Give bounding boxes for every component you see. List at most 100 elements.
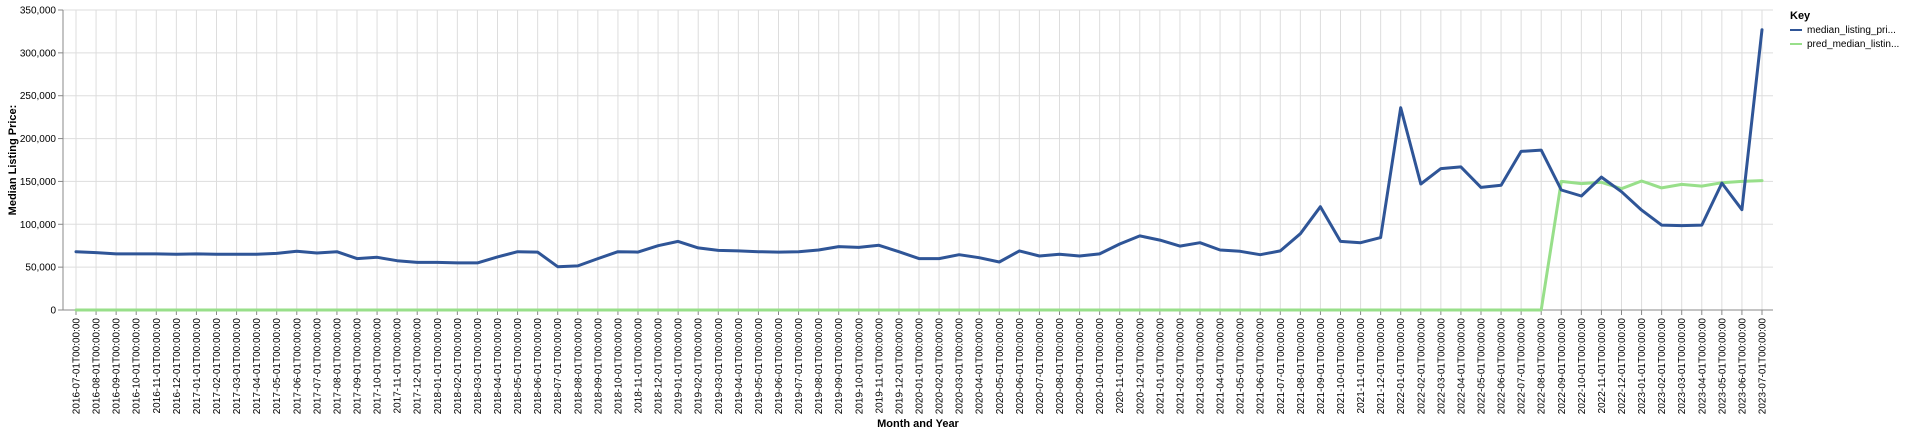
x-tick-label: 2017-08-01T00:00:00 bbox=[332, 318, 343, 415]
x-tick-label: 2021-11-01T00:00:00 bbox=[1356, 318, 1367, 414]
x-tick-label: 2020-07-01T00:00:00 bbox=[1035, 318, 1046, 415]
x-tick-label: 2022-03-01T00:00:00 bbox=[1436, 318, 1447, 415]
x-tick-label: 2017-06-01T00:00:00 bbox=[292, 318, 303, 415]
x-tick-label: 2019-03-01T00:00:00 bbox=[714, 318, 725, 415]
x-tick-label: 2018-09-01T00:00:00 bbox=[593, 318, 604, 415]
x-tick-label: 2021-07-01T00:00:00 bbox=[1276, 318, 1287, 415]
legend-title: Key bbox=[1790, 10, 1811, 22]
x-tick-label: 2023-03-01T00:00:00 bbox=[1677, 318, 1688, 415]
x-tick-label: 2021-12-01T00:00:00 bbox=[1376, 318, 1387, 415]
x-tick-label: 2016-11-01T00:00:00 bbox=[152, 318, 163, 414]
y-tick-label: 200,000 bbox=[20, 134, 57, 145]
x-tick-label: 2021-10-01T00:00:00 bbox=[1336, 318, 1347, 415]
x-tick-label: 2022-12-01T00:00:00 bbox=[1617, 318, 1628, 415]
legend-items: median_listing_pri... pred_median_listin.… bbox=[1790, 25, 1899, 50]
x-tick-label: 2017-10-01T00:00:00 bbox=[373, 318, 384, 415]
x-tick-label: 2021-05-01T00:00:00 bbox=[1236, 318, 1247, 415]
x-tick-label: 2020-05-01T00:00:00 bbox=[995, 318, 1006, 415]
x-tick-label: 2016-09-01T00:00:00 bbox=[112, 318, 123, 415]
x-tick-label: 2017-11-01T00:00:00 bbox=[393, 318, 404, 414]
legend-item: median_listing_pri... bbox=[1790, 25, 1896, 36]
x-tick-labels: 2016-07-01T00:00:00 2016-08-01T00:00:00 20… bbox=[72, 318, 1769, 415]
x-tick-label: 2017-09-01T00:00:00 bbox=[353, 318, 364, 415]
x-tick-label: 2018-08-01T00:00:00 bbox=[573, 318, 584, 415]
x-tick-label: 2017-12-01T00:00:00 bbox=[413, 318, 424, 415]
y-tick-label: 250,000 bbox=[20, 91, 57, 102]
x-tick-label: 2020-09-01T00:00:00 bbox=[1075, 318, 1086, 415]
x-tick-label: 2020-10-01T00:00:00 bbox=[1095, 318, 1106, 415]
x-tick-label: 2020-02-01T00:00:00 bbox=[935, 318, 946, 415]
legend: Key median_listing_pri... pred_median_lis… bbox=[1790, 10, 1899, 50]
x-tick-label: 2019-01-01T00:00:00 bbox=[674, 318, 685, 415]
series-line-1 bbox=[74, 28, 1764, 269]
x-tick-label: 2017-03-01T00:00:00 bbox=[232, 318, 243, 415]
y-tick-label: 150,000 bbox=[20, 177, 57, 188]
x-tick-label: 2022-02-01T00:00:00 bbox=[1416, 318, 1427, 415]
x-tick-label: 2022-10-01T00:00:00 bbox=[1577, 318, 1588, 415]
x-tick-label: 2021-03-01T00:00:00 bbox=[1196, 318, 1207, 415]
x-tick-label: 2020-11-01T00:00:00 bbox=[1115, 318, 1126, 414]
x-tick-label: 2022-04-01T00:00:00 bbox=[1456, 318, 1467, 415]
x-tick-label: 2019-12-01T00:00:00 bbox=[894, 318, 905, 415]
x-tick-label: 2017-02-01T00:00:00 bbox=[212, 318, 223, 415]
y-tick-label: 50,000 bbox=[25, 263, 56, 274]
x-tick-label: 2019-07-01T00:00:00 bbox=[794, 318, 805, 415]
legend-label: pred_median_listin... bbox=[1807, 39, 1899, 50]
x-tick-label: 2020-01-01T00:00:00 bbox=[915, 318, 926, 415]
x-tick-label: 2019-04-01T00:00:00 bbox=[734, 318, 745, 415]
x-tick-label: 2018-07-01T00:00:00 bbox=[553, 318, 564, 415]
x-tick-label: 2018-06-01T00:00:00 bbox=[533, 318, 544, 415]
x-tick-label: 2018-02-01T00:00:00 bbox=[453, 318, 464, 415]
y-tick-label: 0 bbox=[50, 306, 56, 317]
y-tick-label: 300,000 bbox=[20, 48, 57, 59]
x-tick-label: 2022-05-01T00:00:00 bbox=[1477, 318, 1488, 415]
x-tick-label: 2017-05-01T00:00:00 bbox=[272, 318, 283, 415]
x-tick-label: 2020-04-01T00:00:00 bbox=[975, 318, 986, 415]
x-tick-label: 2019-10-01T00:00:00 bbox=[854, 318, 865, 415]
x-tick-label: 2018-04-01T00:00:00 bbox=[493, 318, 504, 415]
x-tick-label: 2018-11-01T00:00:00 bbox=[634, 318, 645, 414]
series-lines bbox=[74, 28, 1764, 312]
y-tick-label: 350,000 bbox=[20, 6, 57, 17]
x-tick-label: 2023-02-01T00:00:00 bbox=[1657, 318, 1668, 415]
x-tick-label: 2017-07-01T00:00:00 bbox=[312, 318, 323, 415]
x-tick-label: 2023-07-01T00:00:00 bbox=[1758, 318, 1769, 415]
x-tick-label: 2016-08-01T00:00:00 bbox=[92, 318, 103, 415]
x-tick-label: 2022-09-01T00:00:00 bbox=[1557, 318, 1568, 415]
x-tick-label: 2020-08-01T00:00:00 bbox=[1055, 318, 1066, 415]
x-tick-label: 2021-02-01T00:00:00 bbox=[1175, 318, 1186, 415]
x-tick-label: 2018-10-01T00:00:00 bbox=[613, 318, 624, 415]
x-tick-label: 2020-06-01T00:00:00 bbox=[1015, 318, 1026, 415]
x-tick-label: 2021-01-01T00:00:00 bbox=[1155, 318, 1166, 415]
x-tick-label: 2023-05-01T00:00:00 bbox=[1717, 318, 1728, 415]
x-tick-label: 2023-06-01T00:00:00 bbox=[1737, 318, 1748, 415]
x-tick-label: 2019-09-01T00:00:00 bbox=[834, 318, 845, 415]
x-tick-label: 2021-09-01T00:00:00 bbox=[1316, 318, 1327, 415]
x-tick-label: 2018-12-01T00:00:00 bbox=[654, 318, 665, 415]
x-tick-label: 2023-04-01T00:00:00 bbox=[1697, 318, 1708, 415]
y-tick-labels: 0 50,000 100,000 150,000 200,000 250,000 300,0… bbox=[20, 6, 57, 317]
x-tick-label: 2017-01-01T00:00:00 bbox=[192, 318, 203, 415]
x-axis-title: Month and Year bbox=[877, 418, 959, 430]
x-tick-label: 2017-04-01T00:00:00 bbox=[252, 318, 263, 415]
legend-label: median_listing_pri... bbox=[1807, 25, 1896, 36]
x-tick-label: 2023-01-01T00:00:00 bbox=[1637, 318, 1648, 415]
x-tick-label: 2022-01-01T00:00:00 bbox=[1396, 318, 1407, 415]
x-tick-label: 2021-08-01T00:00:00 bbox=[1296, 318, 1307, 415]
x-tick-label: 2016-07-01T00:00:00 bbox=[72, 318, 83, 415]
x-tick-label: 2020-03-01T00:00:00 bbox=[955, 318, 966, 415]
x-tick-label: 2022-07-01T00:00:00 bbox=[1517, 318, 1528, 415]
y-tick-label: 100,000 bbox=[20, 220, 57, 231]
legend-item: pred_median_listin... bbox=[1790, 39, 1899, 50]
x-tick-label: 2019-08-01T00:00:00 bbox=[814, 318, 825, 415]
x-tick-label: 2018-03-01T00:00:00 bbox=[473, 318, 484, 415]
series-line-2 bbox=[74, 179, 1764, 312]
x-tick-label: 2020-12-01T00:00:00 bbox=[1135, 318, 1146, 415]
y-axis-title: Median Listing Price: bbox=[7, 105, 19, 216]
x-tick-label: 2022-11-01T00:00:00 bbox=[1597, 318, 1608, 414]
x-tick-label: 2021-04-01T00:00:00 bbox=[1216, 318, 1227, 415]
x-tick-label: 2019-11-01T00:00:00 bbox=[874, 318, 885, 414]
x-tick-label: 2019-06-01T00:00:00 bbox=[774, 318, 785, 415]
x-tick-label: 2021-06-01T00:00:00 bbox=[1256, 318, 1267, 415]
